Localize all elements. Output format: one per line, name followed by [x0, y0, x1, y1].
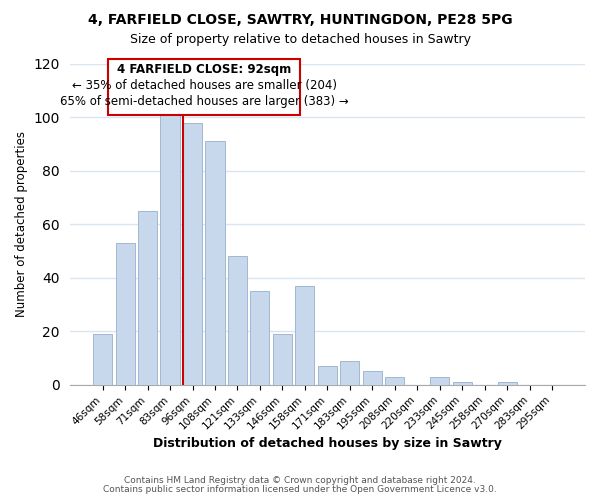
- Bar: [318, 366, 337, 385]
- Bar: [93, 334, 112, 385]
- Bar: [228, 256, 247, 385]
- FancyBboxPatch shape: [108, 58, 301, 114]
- Text: 4 FARFIELD CLOSE: 92sqm: 4 FARFIELD CLOSE: 92sqm: [117, 62, 292, 76]
- Bar: [340, 361, 359, 385]
- Bar: [363, 372, 382, 385]
- Bar: [138, 211, 157, 385]
- Bar: [497, 382, 517, 385]
- Bar: [452, 382, 472, 385]
- Bar: [205, 142, 224, 385]
- Text: 4, FARFIELD CLOSE, SAWTRY, HUNTINGDON, PE28 5PG: 4, FARFIELD CLOSE, SAWTRY, HUNTINGDON, P…: [88, 12, 512, 26]
- Bar: [116, 243, 134, 385]
- Text: Size of property relative to detached houses in Sawtry: Size of property relative to detached ho…: [130, 32, 470, 46]
- Bar: [295, 286, 314, 385]
- Bar: [385, 377, 404, 385]
- Bar: [250, 292, 269, 385]
- Bar: [273, 334, 292, 385]
- Text: ← 35% of detached houses are smaller (204): ← 35% of detached houses are smaller (20…: [72, 78, 337, 92]
- Text: Contains public sector information licensed under the Open Government Licence v3: Contains public sector information licen…: [103, 484, 497, 494]
- Bar: [183, 123, 202, 385]
- Y-axis label: Number of detached properties: Number of detached properties: [15, 132, 28, 318]
- Bar: [430, 377, 449, 385]
- Text: 65% of semi-detached houses are larger (383) →: 65% of semi-detached houses are larger (…: [60, 94, 349, 108]
- Bar: [160, 114, 179, 385]
- Text: Contains HM Land Registry data © Crown copyright and database right 2024.: Contains HM Land Registry data © Crown c…: [124, 476, 476, 485]
- X-axis label: Distribution of detached houses by size in Sawtry: Distribution of detached houses by size …: [153, 437, 502, 450]
